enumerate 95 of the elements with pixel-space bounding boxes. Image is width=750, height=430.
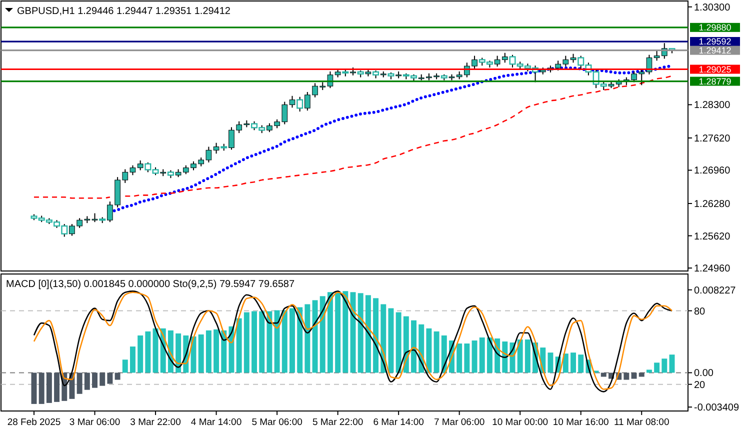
bar xyxy=(266,311,272,373)
bar xyxy=(517,339,523,373)
bar xyxy=(46,372,52,403)
bar xyxy=(426,328,432,373)
bar xyxy=(206,330,212,373)
y-tick-label: 1.28300 xyxy=(694,100,731,112)
x-tick-label: 6 Mar 14:00 xyxy=(373,417,424,428)
bar xyxy=(290,308,295,373)
y-tick-label: 1.24960 xyxy=(694,264,731,275)
bar xyxy=(236,318,242,373)
bar xyxy=(244,312,250,373)
bar xyxy=(114,372,120,380)
bar xyxy=(152,328,158,373)
bar xyxy=(122,360,128,373)
bar xyxy=(646,370,652,373)
x-tick-label: 5 Mar 06:00 xyxy=(252,417,302,428)
ref-line-label: 1.29025 xyxy=(698,64,732,74)
bar xyxy=(92,372,98,388)
bar xyxy=(479,337,485,373)
y-tick-label: -0.003409 xyxy=(694,402,740,414)
bar xyxy=(84,372,90,390)
y-tick-label: 1.25620 xyxy=(694,231,731,242)
bar xyxy=(176,333,182,373)
bar xyxy=(472,340,478,373)
x-tick-label: 7 Mar 06:00 xyxy=(434,417,485,428)
bar xyxy=(638,372,644,377)
bar xyxy=(396,312,402,373)
text: MACD [0](13,50) 0.001845 0.000000 Sto(9,2,5) 79.5947 79.6587 xyxy=(6,279,295,290)
x-tick-label: 5 Mar 22:00 xyxy=(312,417,364,428)
bar xyxy=(145,331,151,373)
bar xyxy=(107,372,113,384)
x-tick-label: 3 Mar 22:00 xyxy=(130,417,181,428)
bar xyxy=(578,354,584,373)
bar xyxy=(388,308,394,373)
bar xyxy=(486,337,492,373)
ref-line-label: 1.28779 xyxy=(698,76,732,86)
x-tick-label: 28 Feb 2025 xyxy=(7,417,61,428)
y-tick-label: 1.27620 xyxy=(694,133,731,144)
y-tick-label: 0.008227 xyxy=(694,285,736,296)
bar xyxy=(252,311,257,373)
bar xyxy=(54,372,60,402)
bar xyxy=(654,362,660,373)
x-tick-label: 10 Mar 00:00 xyxy=(492,417,548,428)
bar xyxy=(570,352,576,373)
y-tick-label: 1.30300 xyxy=(694,2,731,14)
candlestick xyxy=(130,164,136,176)
y2-tick-label: 80 xyxy=(694,306,706,318)
y-tick-label: 1.26960 xyxy=(694,166,731,177)
bar xyxy=(320,296,326,373)
x-tick-label: 10 Mar 16:00 xyxy=(552,417,609,428)
bar xyxy=(282,310,288,373)
bar xyxy=(464,344,470,373)
bar xyxy=(342,291,348,373)
bar xyxy=(274,310,280,373)
bar xyxy=(327,292,333,373)
y2-tick-label: 20 xyxy=(694,380,706,391)
bar xyxy=(358,293,364,373)
bar xyxy=(373,298,379,373)
bar xyxy=(31,372,37,404)
bar xyxy=(100,372,106,386)
bar xyxy=(631,372,637,379)
bar xyxy=(138,335,144,373)
bar xyxy=(662,358,668,373)
bar xyxy=(259,311,265,373)
bar xyxy=(335,291,341,373)
bar xyxy=(403,316,409,373)
bar xyxy=(198,334,204,373)
bar xyxy=(434,331,440,373)
bar xyxy=(548,352,554,373)
bar xyxy=(502,341,508,373)
bar xyxy=(456,344,462,373)
bar xyxy=(411,320,416,373)
bar xyxy=(304,304,310,373)
bar xyxy=(624,372,630,380)
ref-line-label: 1.29880 xyxy=(698,22,732,33)
bar xyxy=(562,354,568,373)
bar xyxy=(130,346,136,373)
x-tick-label: 3 Mar 06:00 xyxy=(69,417,120,428)
y-tick-label: 1.26280 xyxy=(694,198,731,210)
bar xyxy=(76,372,82,394)
x-tick-label: 11 Mar 08:00 xyxy=(614,417,670,428)
y-tick-label: 0.00 xyxy=(694,368,714,380)
x-tick-label: 4 Mar 14:00 xyxy=(190,417,242,428)
bar xyxy=(221,330,227,373)
bar xyxy=(524,339,530,373)
ref-line-label: 1.29592 xyxy=(698,36,732,47)
bar xyxy=(214,329,220,373)
bar xyxy=(365,295,371,373)
bar xyxy=(297,307,303,373)
bar xyxy=(600,372,606,377)
bar xyxy=(669,354,675,373)
chart-title: GBPUSD,H1 1.29446 1.29447 1.29351 1.29412 xyxy=(17,6,231,17)
bar xyxy=(38,372,44,404)
bar xyxy=(312,300,318,373)
ref-line-label: 1.29412 xyxy=(698,46,732,56)
